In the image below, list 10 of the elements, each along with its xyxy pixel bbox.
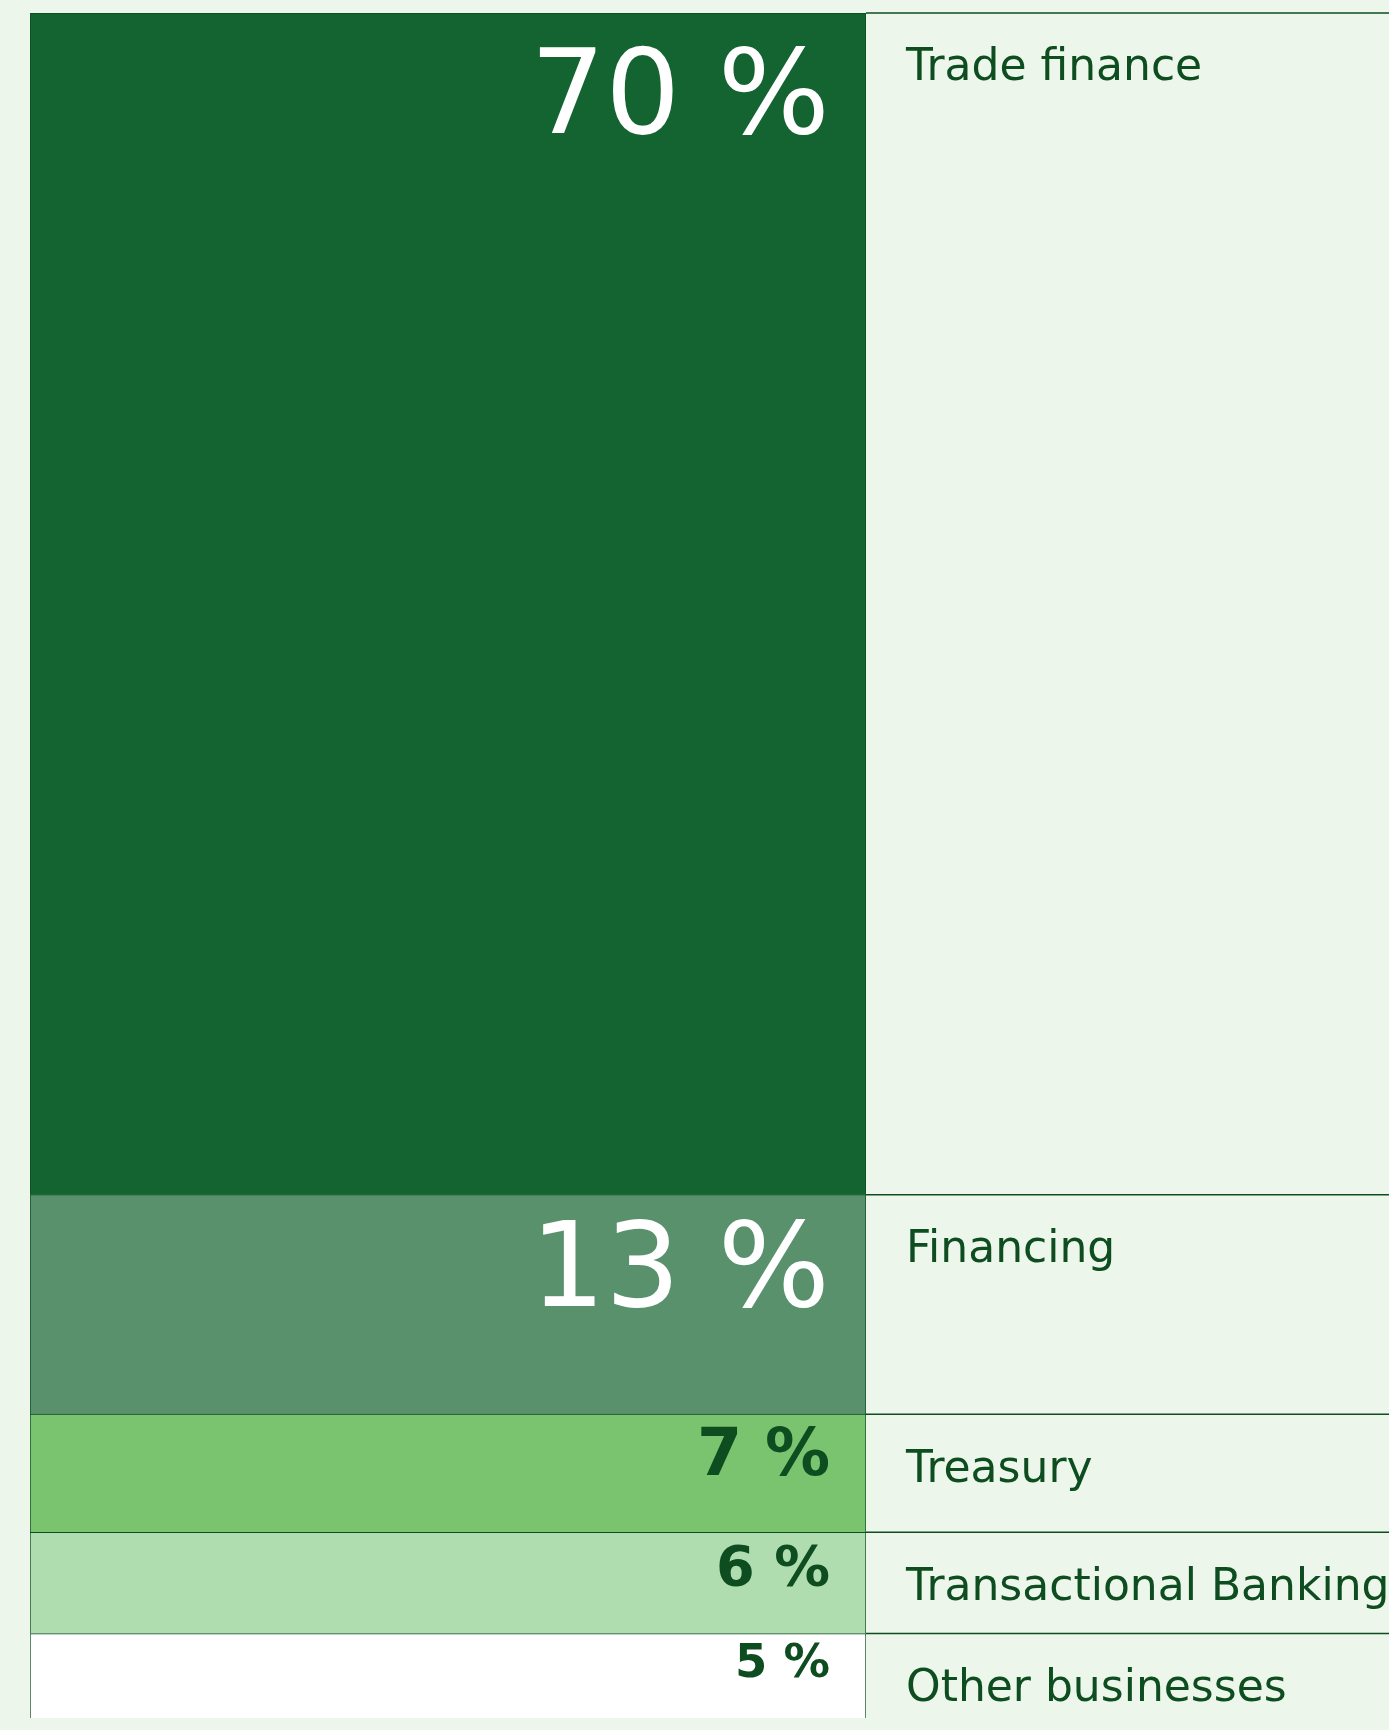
series-label: Trade finance <box>905 39 1203 91</box>
series-label: Transactional Banking <box>905 1558 1389 1610</box>
data-label: 7 % <box>697 1415 830 1491</box>
data-label: 70 % <box>530 22 830 161</box>
series-label: Financing <box>906 1221 1116 1273</box>
series-label: Other businesses <box>906 1660 1287 1712</box>
series-label: Treasury <box>905 1440 1093 1492</box>
data-label: 5 % <box>735 1634 830 1689</box>
data-label: 6 % <box>716 1532 830 1598</box>
data-label: 13 % <box>530 1196 830 1335</box>
